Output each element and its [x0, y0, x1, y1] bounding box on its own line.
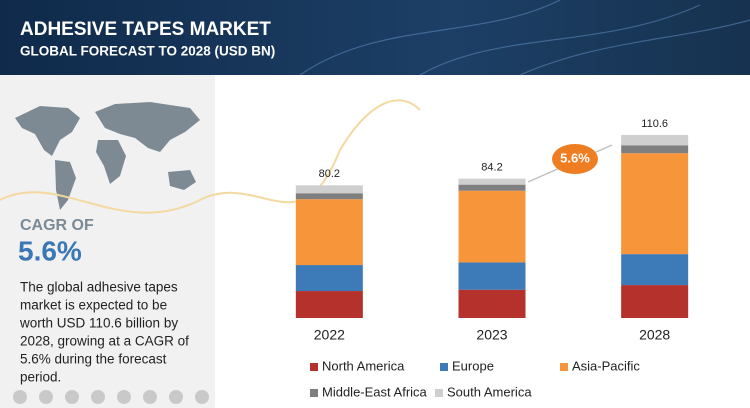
legend-swatch — [560, 363, 568, 371]
total-label: 84.2 — [481, 162, 502, 174]
bar-segment — [295, 199, 363, 266]
description-line: 5.6% during the forecast — [20, 352, 167, 367]
bar-segment — [295, 185, 363, 194]
x-tick-label: 2023 — [476, 327, 507, 343]
growth-badge — [552, 144, 598, 174]
legend-swatch — [310, 389, 318, 397]
total-label: 110.6 — [641, 118, 668, 130]
chart-title: ADHESIVE TAPES MARKET — [20, 19, 271, 40]
legend-label: Middle-East Africa — [322, 384, 428, 399]
world-map — [15, 102, 200, 210]
legend-label: North America — [322, 358, 405, 373]
description-line: The global adhesive tapes — [20, 280, 178, 295]
bar-segment — [295, 291, 363, 318]
bar-segment — [621, 153, 689, 255]
bar-segment — [458, 184, 526, 191]
bar-segment — [295, 265, 363, 292]
legend-label: South America — [447, 384, 532, 399]
icon-row — [13, 390, 209, 404]
header-band — [0, 0, 750, 75]
cagr-value: 5.6% — [18, 235, 82, 266]
bar-segment — [621, 135, 689, 146]
bar-segment — [458, 178, 526, 185]
decorative-curve — [0, 99, 421, 214]
bar-segment — [458, 289, 526, 318]
cagr-heading: CAGR OF — [20, 217, 94, 234]
description-line: period. — [20, 370, 61, 385]
chart-subtitle: GLOBAL FORECAST TO 2028 (USD BN) — [20, 44, 275, 59]
description-line: 2028, growing at a CAGR of — [20, 334, 189, 349]
header-decoration — [299, 0, 750, 76]
bar-segment — [621, 254, 689, 286]
description-line: market is expected to be — [20, 298, 167, 313]
growth-badge-text: 5.6% — [560, 150, 590, 165]
description-line: worth USD 110.6 billion by — [19, 316, 178, 331]
bar-segment — [458, 262, 526, 290]
legend-swatch — [310, 363, 318, 371]
legend-label: Asia-Pacific — [572, 358, 640, 373]
x-tick-label: 2028 — [639, 327, 670, 343]
bar-segment — [621, 285, 689, 318]
legend-label: Europe — [452, 358, 494, 373]
legend-swatch — [440, 363, 448, 371]
bar-segment — [295, 193, 363, 200]
bar-segment — [621, 145, 689, 154]
bar-segment — [458, 190, 526, 263]
x-tick-label: 2022 — [314, 327, 345, 343]
total-label: 80.2 — [319, 168, 340, 180]
legend-swatch — [435, 389, 443, 397]
